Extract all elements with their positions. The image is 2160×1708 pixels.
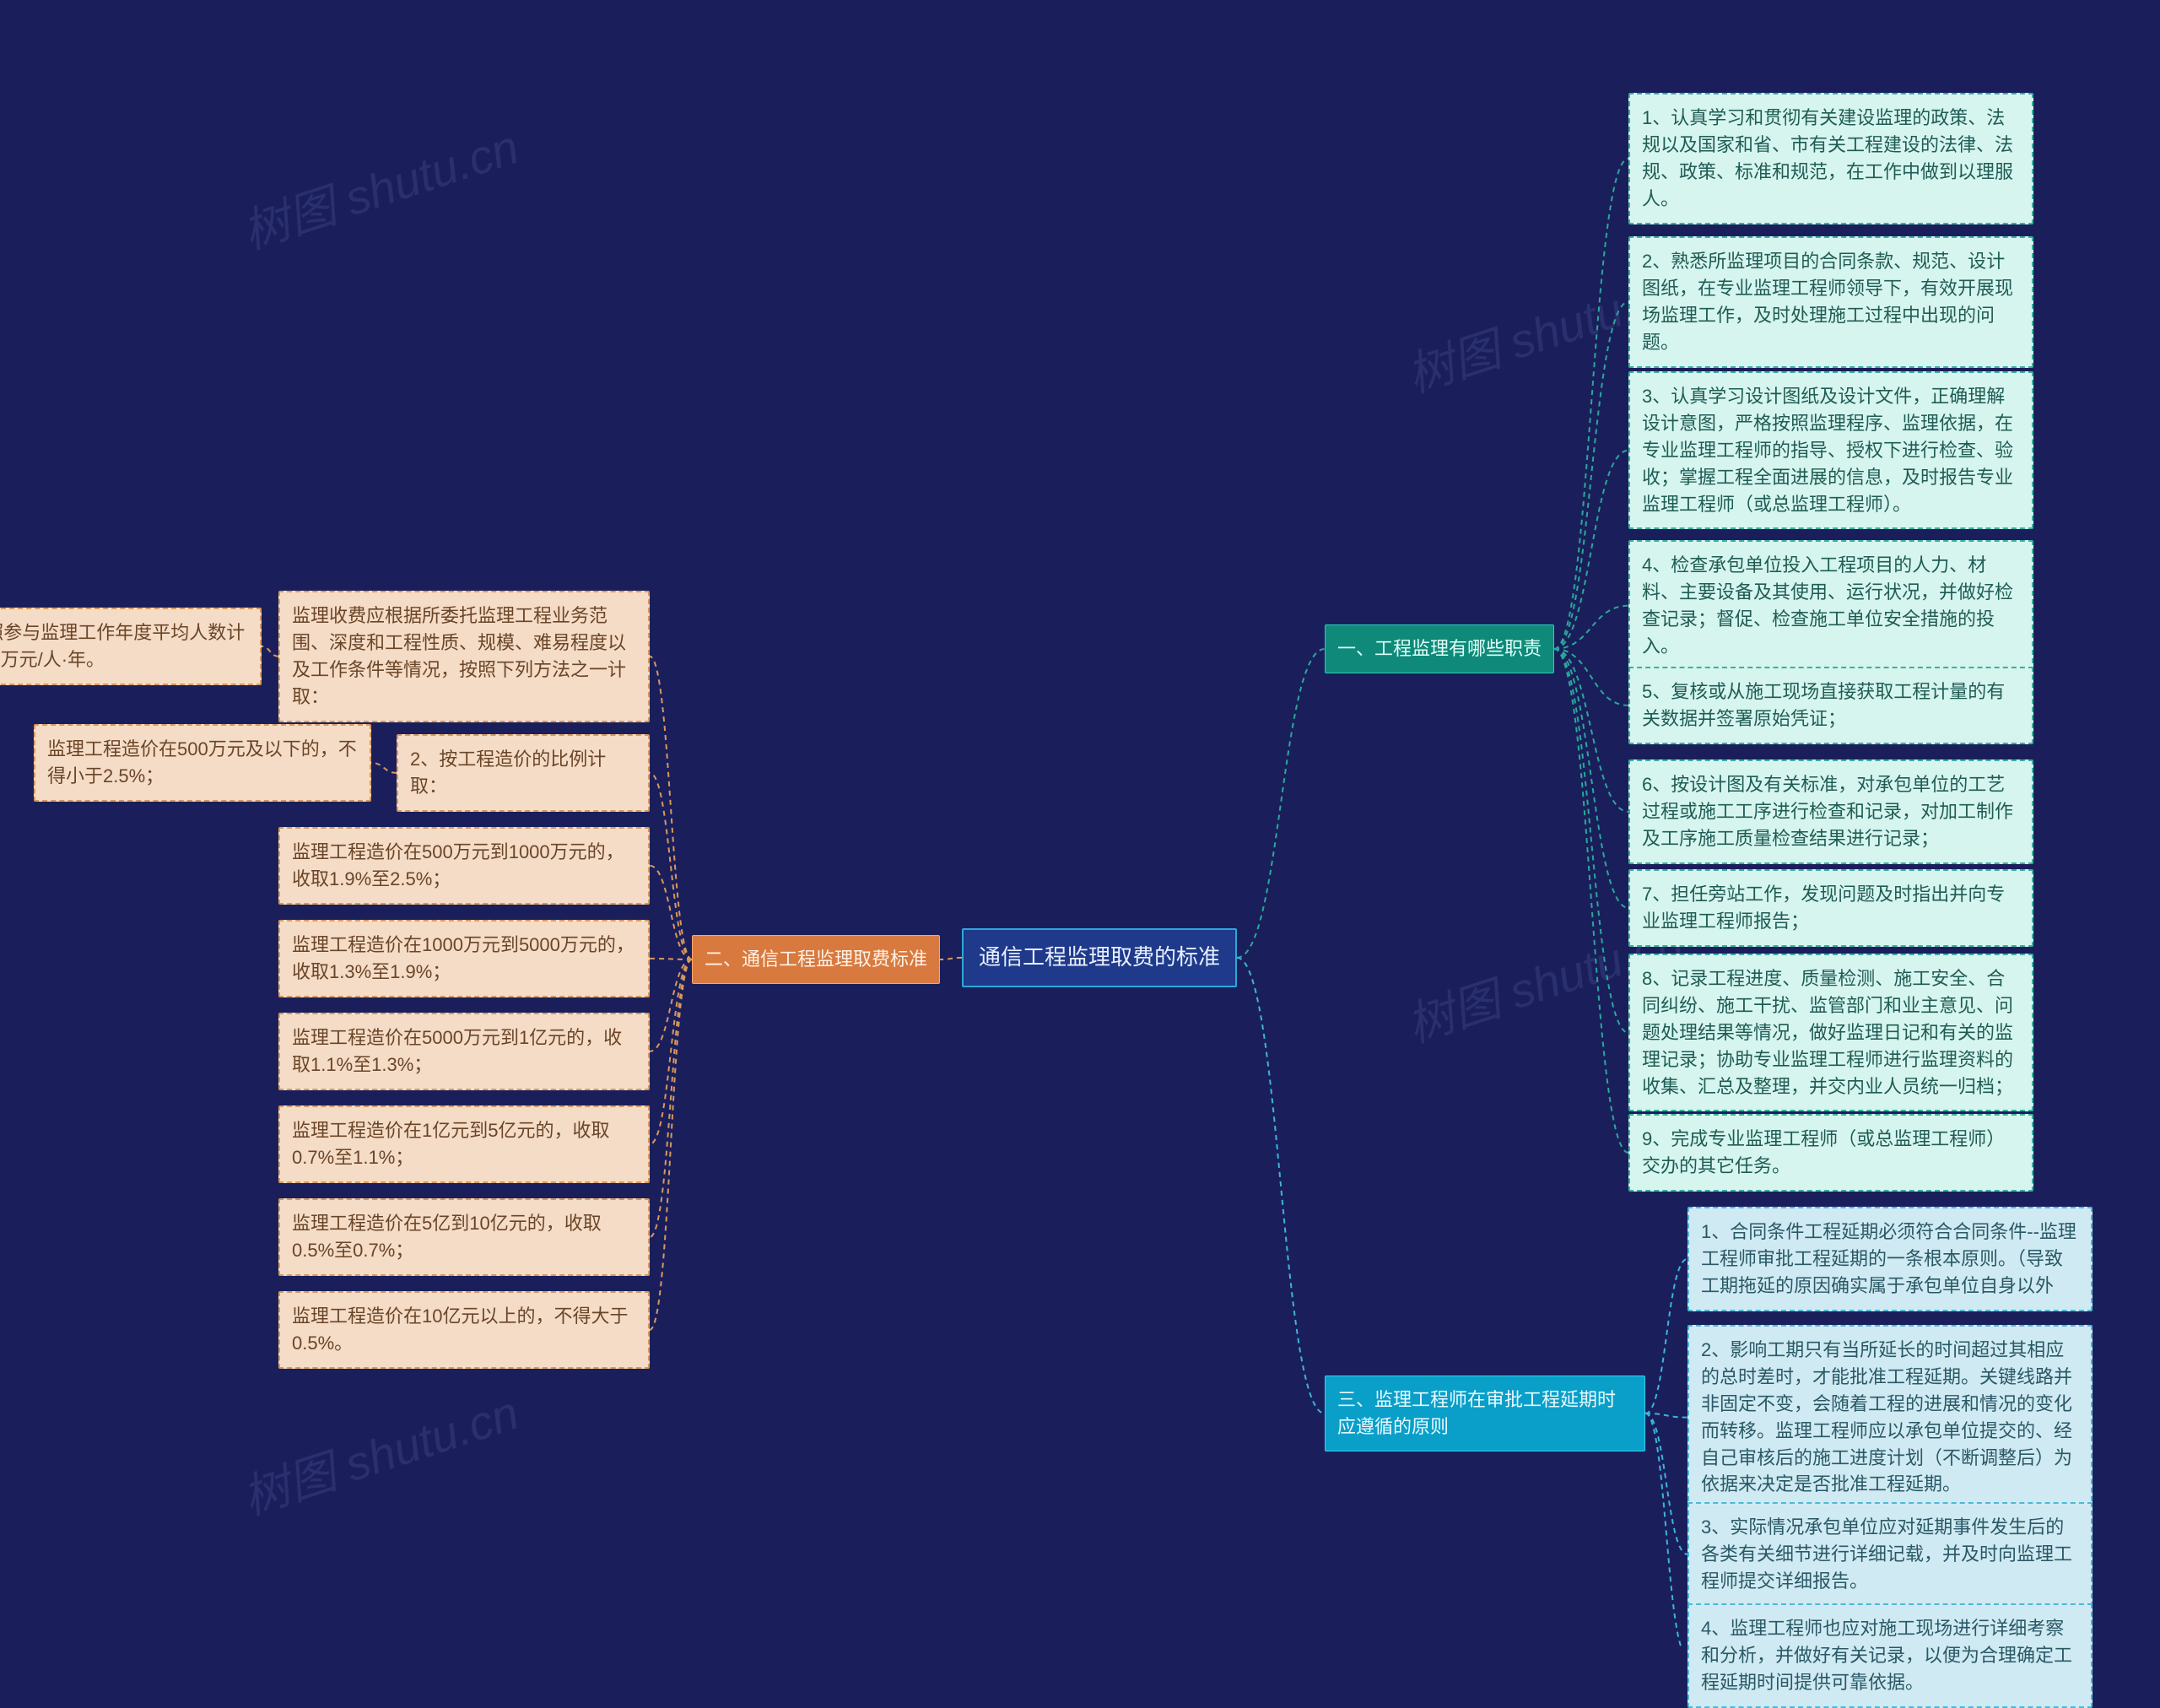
section1-item: 3、认真学习设计图纸及设计文件，正确理解设计意图，严格按照监理程序、监理依据，在…: [1628, 371, 2033, 529]
section2-item: 监理工程造价在1亿元到5亿元的，收取0.7%至1.1%；: [278, 1105, 650, 1183]
section2-item: 监理工程造价在5000万元到1亿元的，收取1.1%至1.3%；: [278, 1013, 650, 1090]
section3-item: 1、合同条件工程延期必须符合合同条件--监理工程师审批工程延期的一条根本原则。（…: [1688, 1207, 2092, 1311]
section2-item: 监理工程造价在500万元到1000万元的，收取1.9%至2.5%；: [278, 827, 650, 905]
section1-item: 7、担任旁站工作，发现问题及时指出并向专业监理工程师报告；: [1628, 869, 2033, 947]
section2-item: 监理工程造价在5亿到10亿元的，收取0.5%至0.7%；: [278, 1198, 650, 1276]
section1-item: 2、熟悉所监理项目的合同条款、规范、设计图纸，在专业监理工程师领导下，有效开展现…: [1628, 236, 2033, 368]
section2-item: 2、按工程造价的比例计取：: [397, 734, 650, 812]
section1-item: 8、记录工程进度、质量检测、施工安全、合同纠纷、施工干扰、监管部门和业主意见、问…: [1628, 954, 2033, 1111]
section2-item: 监理收费应根据所委托监理工程业务范围、深度和工程性质、规模、难易程度以及工作条件…: [278, 591, 650, 722]
section1-item: 6、按设计图及有关标准，对承包单位的工艺过程或施工工序进行检查和记录，对加工制作…: [1628, 759, 2033, 864]
watermark: 树图 shutu.cn: [233, 110, 526, 263]
watermark: 树图 shutu.cn: [233, 1376, 526, 1529]
section2-header: 二、通信工程监理取费标准: [692, 935, 940, 984]
section1-item: 9、完成专业监理工程师（或总监理工程师）交办的其它任务。: [1628, 1114, 2033, 1192]
section3-header: 三、监理工程师在审批工程延期时应遵循的原则: [1325, 1376, 1645, 1451]
center-node: 通信工程监理取费的标准: [962, 928, 1237, 987]
section2-item: 监理工程造价在1000万元到5000万元的，收取1.3%至1.9%；: [278, 920, 650, 997]
section1-header: 一、工程监理有哪些职责: [1325, 624, 1554, 673]
section3-item: 3、实际情况承包单位应对延期事件发生后的各类有关细节进行详细记载，并及时向监理工…: [1688, 1502, 2092, 1607]
section1-item: 1、认真学习和贯彻有关建设监理的政策、法规以及国家和省、市有关工程建设的法律、法…: [1628, 93, 2033, 224]
section2-sub-item: 1、按照参与监理工作年度平均人数计算：3.5万元/人·年。: [0, 608, 262, 685]
section1-item: 5、复核或从施工现场直接获取工程计量的有关数据并签署原始凭证；: [1628, 667, 2033, 744]
section2-sub-item: 监理工程造价在500万元及以下的，不得小于2.5%；: [34, 724, 371, 802]
section3-item: 2、影响工期只有当所延长的时间超过其相应的总时差时，才能批准工程延期。关键线路并…: [1688, 1325, 2092, 1510]
section1-item: 4、检查承包单位投入工程项目的人力、材料、主要设备及其使用、运行状况，并做好检查…: [1628, 540, 2033, 672]
section2-item: 监理工程造价在10亿元以上的，不得大于0.5%。: [278, 1291, 650, 1369]
section3-item: 4、监理工程师也应对施工现场进行详细考察和分析，并做好有关记录，以便为合理确定工…: [1688, 1603, 2092, 1708]
